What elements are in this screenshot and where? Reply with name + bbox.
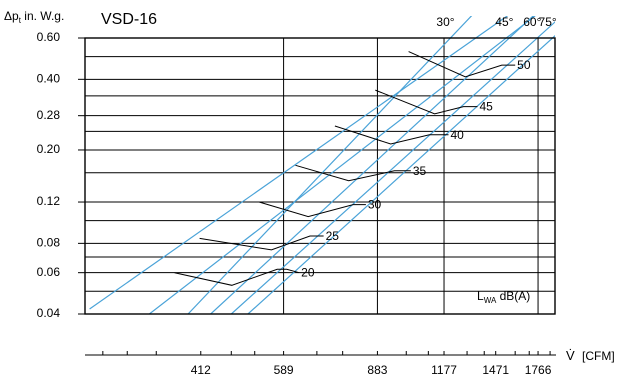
y-tick-label: 0.12 <box>37 194 61 208</box>
damper-line <box>247 34 555 314</box>
damper-line <box>148 16 536 314</box>
y-axis-label-prefix: Δp <box>4 9 19 23</box>
damper-line <box>210 16 534 314</box>
lwa-annotation: LWA dB(A) <box>477 289 530 305</box>
x-tick-label: 1766 <box>525 363 552 377</box>
damper-angle-label: 30° <box>436 15 454 29</box>
vertical-gridlines <box>283 38 539 314</box>
sound-curve <box>174 268 300 286</box>
x-tick-label: 412 <box>191 363 211 377</box>
sound-curve-label: 40 <box>451 128 465 142</box>
damper-position-lines <box>89 16 555 314</box>
x-tick-label: 1177 <box>431 363 457 377</box>
sound-curve <box>408 51 516 78</box>
y-axis-tick-labels: 0.04 0.06 0.08 0.12 0.20 0.28 0.40 0.60 <box>37 30 85 320</box>
sound-curve-label: 35 <box>413 164 427 178</box>
x-axis-unit: [CFM] <box>582 349 615 363</box>
sound-curve-label: 20 <box>301 266 315 280</box>
lwa-sub: WA <box>484 296 497 305</box>
sound-curve <box>295 164 411 182</box>
sound-curve <box>375 89 478 115</box>
y-axis-label: Δpt in. W.g. <box>4 9 64 25</box>
sound-curve-label: 50 <box>517 58 531 72</box>
damper-angle-labels: 30° 45° 60°75° <box>436 15 556 29</box>
sound-curve <box>334 125 449 145</box>
chart-title: VSD-16 <box>101 11 157 28</box>
lwa-suffix: dB(A) <box>496 289 530 303</box>
damper-line <box>230 21 555 314</box>
x-axis-tick-labels: 412 589 883 1177 1471 1766 <box>191 363 552 377</box>
plot-frame <box>84 37 556 315</box>
sound-level-curves <box>174 51 516 286</box>
sound-curve-label: 25 <box>326 229 340 243</box>
sound-curve <box>199 235 324 251</box>
damper-angle-label: 45° <box>495 15 513 29</box>
sound-level-labels: 20 25 30 35 40 45 50 <box>301 58 531 280</box>
x-tick-label: 1471 <box>482 363 509 377</box>
y-tick-label: 0.08 <box>37 236 61 250</box>
x-axis-ticks <box>102 351 551 355</box>
y-tick-label: 0.20 <box>37 142 61 156</box>
x-axis-label: V̇ <box>566 348 575 363</box>
y-tick-label: 0.04 <box>37 306 61 320</box>
y-tick-label: 0.06 <box>37 265 61 279</box>
damper-line <box>89 16 509 310</box>
horizontal-gridlines <box>85 37 555 315</box>
damper-angle-label: 75° <box>539 15 557 29</box>
y-tick-label: 0.60 <box>37 30 61 44</box>
y-axis-label-sub: t <box>19 16 22 25</box>
damper-line <box>187 16 473 314</box>
sound-curve-label: 30 <box>368 198 382 212</box>
y-tick-label: 0.40 <box>37 71 61 85</box>
x-tick-label: 883 <box>367 363 387 377</box>
damper-angle-label: 60° <box>523 15 541 29</box>
y-tick-label: 0.28 <box>37 108 61 122</box>
sound-curve <box>258 201 366 218</box>
lwa-prefix: L <box>477 289 484 303</box>
sound-curve-label: 45 <box>480 100 494 114</box>
x-tick-label: 589 <box>274 363 294 377</box>
y-axis-label-suffix: in. W.g. <box>21 9 64 23</box>
